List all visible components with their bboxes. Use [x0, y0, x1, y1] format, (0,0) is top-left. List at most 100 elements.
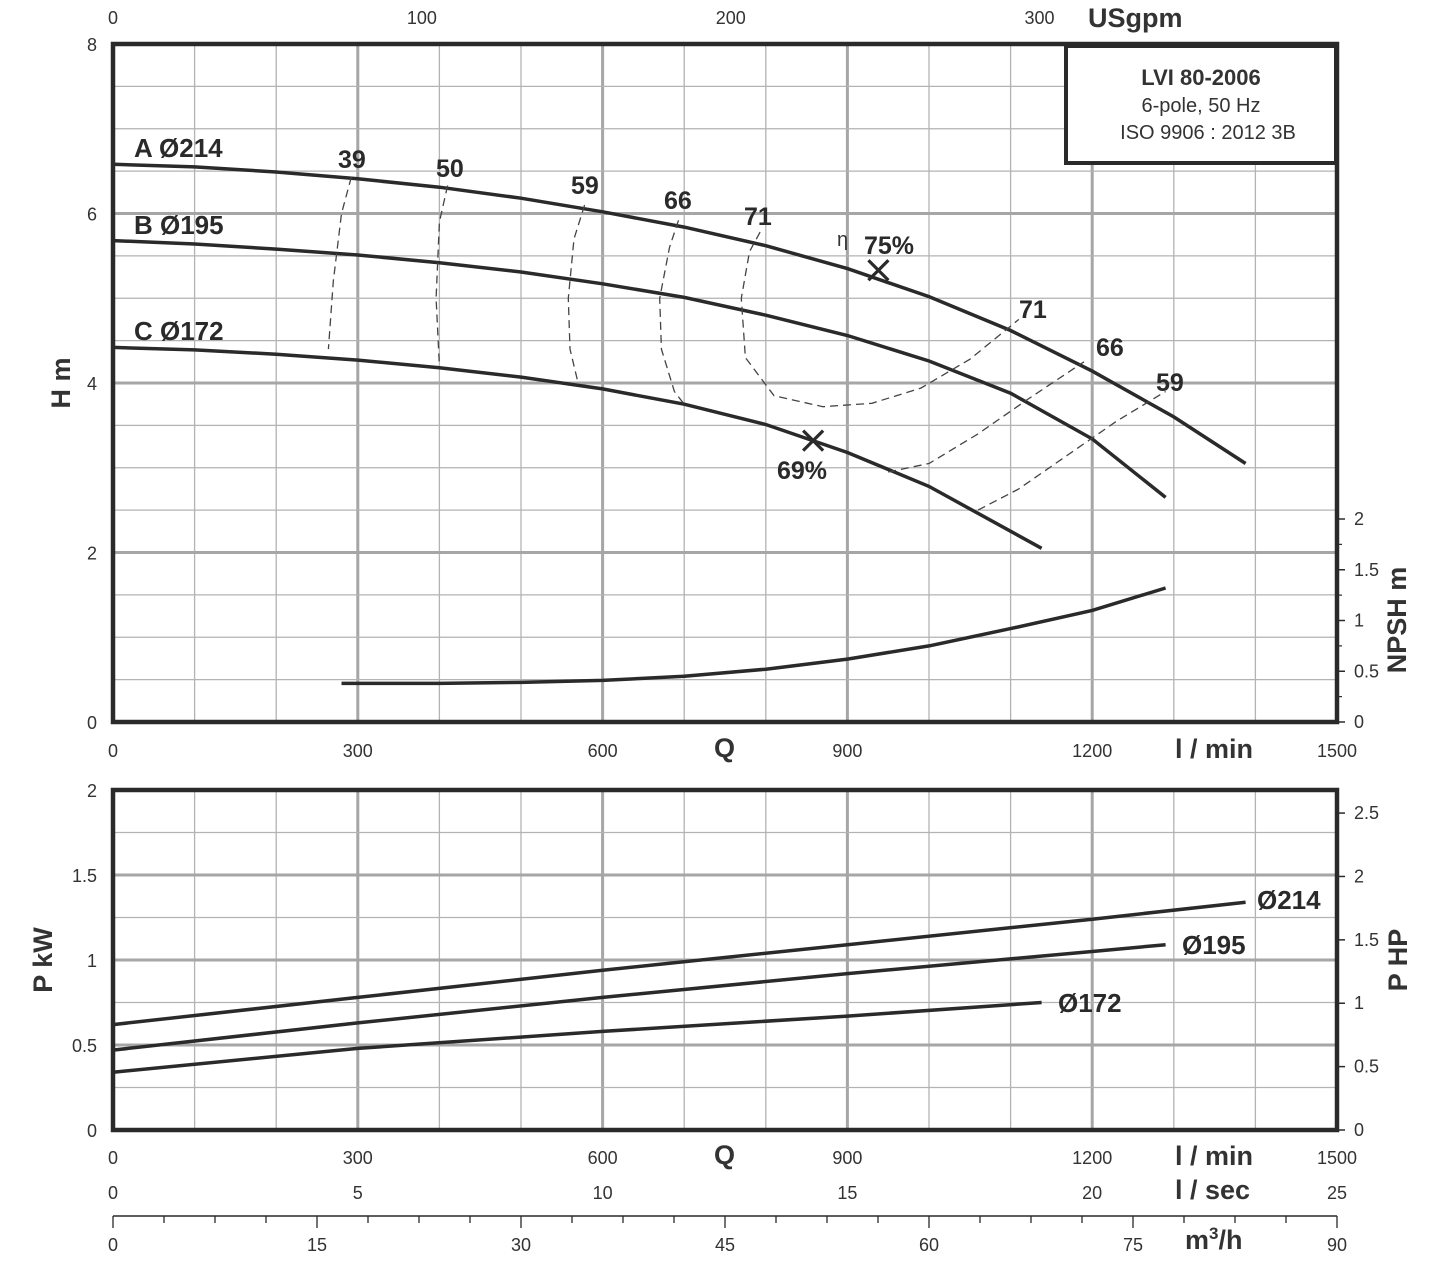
x-tick-label: 1200 [1072, 741, 1112, 761]
x-tick-label: 900 [832, 1148, 862, 1168]
efficiency-curve [435, 185, 449, 367]
usgpm-axis-title: USgpm [1088, 3, 1183, 33]
efficiency-label: 50 [436, 155, 464, 183]
usgpm-tick-label: 0 [108, 8, 118, 28]
m3h-tick-label: 15 [307, 1235, 327, 1255]
lmin-axis-title-bottom: l / min [1175, 1141, 1253, 1171]
power-label-172: Ø172 [1058, 988, 1122, 1018]
efficiency-label: 59 [571, 172, 599, 200]
h-tick-label: 4 [87, 374, 97, 394]
p-tick-label: 0 [87, 1121, 97, 1141]
lsec-tick-label: 25 [1327, 1183, 1347, 1203]
hp-tick-label: 1 [1354, 993, 1364, 1013]
efficiency-label: 39 [338, 146, 366, 174]
efficiency-label: 66 [664, 187, 692, 215]
m3h-axis-title: m3/h [1185, 1224, 1242, 1255]
x-tick-label: 900 [832, 741, 862, 761]
p-hp-axis-title: P HP [1383, 929, 1413, 992]
p-tick-label: 1 [87, 951, 97, 971]
lsec-tick-label: 10 [593, 1183, 613, 1203]
h-axis-title: H m [46, 357, 76, 408]
bep-label-75: 75% [864, 232, 914, 260]
h-tick-label: 2 [87, 544, 97, 564]
x-tick-label: 300 [343, 741, 373, 761]
grid [113, 44, 1337, 1130]
efficiency-label: 59 [1156, 369, 1184, 397]
m3h-tick-label: 0 [108, 1235, 118, 1255]
bep-markers [801, 259, 890, 452]
x-tick-label: 600 [588, 1148, 618, 1168]
head-curve [112, 238, 1167, 499]
bep-label-69: 69% [777, 457, 827, 485]
x-tick-label: 1500 [1317, 1148, 1357, 1168]
efficiency-label: 71 [744, 203, 772, 231]
efficiency-label: 66 [1096, 334, 1124, 362]
bep-marker-icon [801, 429, 825, 452]
npsh-tick-label: 2 [1354, 509, 1364, 529]
q-axis-title-top: Q [714, 733, 735, 763]
h-tick-label: 6 [87, 205, 97, 225]
x-tick-label: 1500 [1317, 741, 1357, 761]
p-tick-label: 1.5 [72, 866, 97, 886]
power-plot-frame [110, 787, 1340, 1133]
npsh-curve [341, 586, 1167, 686]
title-block-standard: ISO 9906 : 2012 3B [1120, 122, 1296, 144]
usgpm-tick-label: 100 [407, 8, 437, 28]
lsec-axis-title: l / sec [1175, 1175, 1250, 1205]
lsec-tick-label: 0 [108, 1183, 118, 1203]
m3h-tick-label: 30 [511, 1235, 531, 1255]
efficiency-curve [659, 220, 685, 405]
bep-marker-icon [867, 259, 890, 282]
npsh-axis-title: NPSH m [1382, 567, 1412, 674]
hp-tick-label: 2 [1354, 866, 1364, 886]
npsh-tick-label: 1 [1354, 611, 1364, 631]
hp-tick-label: 2.5 [1354, 803, 1379, 823]
npsh-tick-label: 1.5 [1354, 560, 1379, 580]
efficiency-curve [740, 231, 1020, 408]
head-curve [112, 345, 1043, 550]
power-curve [112, 900, 1246, 1027]
title-block-model: LVI 80-2006 [1141, 65, 1260, 90]
lsec-tick-label: 5 [353, 1183, 363, 1203]
p-kw-axis-title: P kW [28, 927, 58, 993]
title-block-spec: 6-pole, 50 Hz [1142, 95, 1261, 117]
lmin-axis-title-top: l / min [1175, 734, 1253, 764]
power-label-195: Ø195 [1182, 930, 1246, 960]
title-block: LVI 80-2006 6-pole, 50 Hz ISO 9906 : 201… [1064, 44, 1338, 165]
efficiency-curve [567, 204, 586, 384]
curve-label-a: A Ø214 [134, 133, 223, 163]
head-plot-frame [110, 41, 1340, 725]
h-tick-label: 8 [87, 35, 97, 55]
x-tick-label: 0 [108, 741, 118, 761]
hp-tick-label: 1.5 [1354, 930, 1379, 950]
lsec-tick-label: 20 [1082, 1183, 1102, 1203]
title-block-frame [1064, 44, 1338, 165]
power-curve [112, 1000, 1042, 1074]
hp-tick-label: 0 [1354, 1120, 1364, 1140]
curves [112, 162, 1247, 1074]
m3h-tick-label: 45 [715, 1235, 735, 1255]
usgpm-tick-label: 300 [1025, 8, 1055, 28]
h-tick-label: 0 [87, 713, 97, 733]
m3h-tick-label: 75 [1123, 1235, 1143, 1255]
m3h-tick-label: 60 [919, 1235, 939, 1255]
power-label-214: Ø214 [1257, 885, 1321, 915]
q-axis-title-bottom: Q [714, 1140, 735, 1170]
efficiency-curve [888, 361, 1085, 473]
usgpm-tick-label: 200 [716, 8, 746, 28]
head-curve [112, 162, 1247, 465]
m3h-tick-label: 90 [1327, 1235, 1347, 1255]
curve-label-c: C Ø172 [134, 316, 224, 346]
power-curve [112, 942, 1166, 1052]
lsec-tick-label: 15 [837, 1183, 857, 1203]
p-tick-label: 2 [87, 781, 97, 801]
curve-label-b: B Ø195 [134, 210, 224, 240]
npsh-tick-label: 0 [1354, 712, 1364, 732]
efficiency-curve [327, 176, 352, 350]
eta-symbol: η [837, 229, 848, 251]
x-tick-label: 600 [588, 741, 618, 761]
x-tick-label: 300 [343, 1148, 373, 1168]
hp-tick-label: 0.5 [1354, 1057, 1379, 1077]
